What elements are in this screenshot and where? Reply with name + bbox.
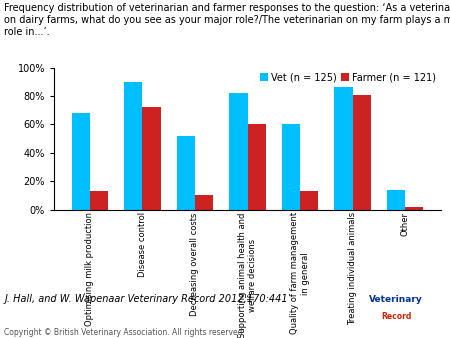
Bar [195, 195, 213, 210]
Text: Copyright © British Veterinary Association. All rights reserved: Copyright © British Veterinary Associati… [4, 328, 243, 337]
Bar [334, 88, 352, 210]
Text: Frequency distribution of veterinarian and farmer responses to the question: ‘As: Frequency distribution of veterinarian a… [4, 3, 450, 37]
Text: Record: Record [381, 312, 411, 321]
Bar [124, 82, 143, 210]
Bar [300, 191, 319, 210]
Bar [90, 191, 108, 210]
Bar [143, 107, 161, 210]
Bar [387, 190, 405, 210]
Bar [176, 136, 195, 210]
Bar [229, 93, 248, 210]
Text: J. Hall, and W. Wapenaar Veterinary Record 2012;170:441: J. Hall, and W. Wapenaar Veterinary Reco… [4, 294, 288, 304]
Bar [248, 124, 266, 210]
Bar [352, 95, 371, 210]
Bar [72, 113, 90, 210]
Bar [405, 207, 423, 210]
Bar [282, 124, 300, 210]
Legend: Vet (n = 125), Farmer (n = 121): Vet (n = 125), Farmer (n = 121) [260, 72, 436, 82]
Text: Veterinary: Veterinary [369, 295, 423, 304]
